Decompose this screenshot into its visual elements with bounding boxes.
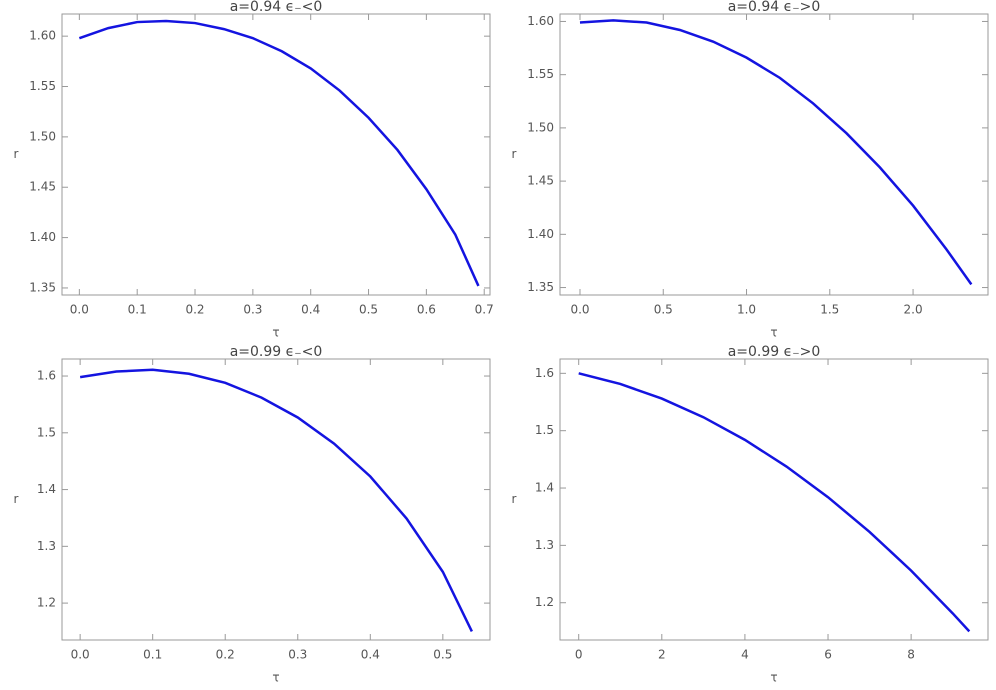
plot-frame: [61, 358, 491, 641]
x-tick-label: 0.4: [361, 648, 380, 662]
y-tick-label: 1.60: [29, 29, 56, 43]
y-tick-label: 1.3: [535, 538, 554, 552]
x-tick-label: 0.5: [654, 303, 673, 317]
chart-title: a=0.94 ϵ₋>0: [728, 0, 821, 15]
y-tick-label: 1.55: [29, 79, 56, 93]
y-axis-label: r: [512, 492, 517, 506]
chart-title: a=0.94 ϵ₋<0: [230, 0, 323, 15]
y-tick-label: 1.2: [37, 596, 56, 610]
y-tick-label: 1.5: [37, 425, 56, 439]
x-tick-label: 6: [824, 648, 832, 662]
y-axis-label: r: [14, 147, 19, 161]
y-tick-label: 1.45: [29, 180, 56, 194]
x-tick-label: 1.5: [820, 303, 839, 317]
x-axis-label: τ: [272, 671, 279, 685]
data-line: [79, 368, 473, 633]
x-tick-label: 0.3: [243, 303, 262, 317]
y-tick-label: 1.50: [527, 120, 554, 134]
x-tick-label: 0.5: [359, 303, 378, 317]
plot-frame: [61, 13, 491, 296]
x-axis-label: τ: [770, 671, 777, 685]
y-tick-label: 1.35: [29, 280, 56, 294]
y-tick-label: 1.45: [527, 174, 554, 188]
x-axis-label: τ: [770, 326, 777, 340]
x-tick-label: 0.7: [475, 303, 494, 317]
y-tick-label: 1.6: [535, 366, 554, 380]
x-tick-label: 1.0: [737, 303, 756, 317]
x-tick-label: 0.2: [216, 648, 235, 662]
y-tick-label: 1.50: [29, 129, 56, 143]
data-line: [579, 19, 973, 286]
x-tick-label: 0.2: [185, 303, 204, 317]
y-tick-label: 1.35: [527, 280, 554, 294]
x-tick-label: 0.4: [301, 303, 320, 317]
y-tick-label: 1.60: [527, 14, 554, 28]
x-tick-label: 0.1: [128, 303, 147, 317]
x-tick-label: 0.0: [70, 303, 89, 317]
y-tick-label: 1.55: [527, 67, 554, 81]
x-tick-label: 0.0: [71, 648, 90, 662]
x-tick-label: 8: [907, 648, 915, 662]
chart-title: a=0.99 ϵ₋<0: [230, 344, 323, 360]
plot-frame: [559, 13, 989, 296]
plot-frame: [559, 358, 989, 641]
x-tick-label: 0.6: [417, 303, 436, 317]
y-axis-label: r: [512, 147, 517, 161]
y-tick-label: 1.40: [527, 227, 554, 241]
y-tick-label: 1.4: [37, 482, 56, 496]
y-tick-label: 1.6: [37, 369, 56, 383]
x-tick-label: 0.1: [143, 648, 162, 662]
x-tick-label: 0: [575, 648, 583, 662]
x-tick-label: 4: [741, 648, 749, 662]
y-tick-label: 1.4: [535, 481, 554, 495]
chart-title: a=0.99 ϵ₋>0: [728, 344, 821, 360]
y-axis-label: r: [14, 492, 19, 506]
y-tick-label: 1.5: [535, 423, 554, 437]
x-axis-label: τ: [272, 326, 279, 340]
x-tick-label: 0.3: [288, 648, 307, 662]
x-tick-label: 0.5: [433, 648, 452, 662]
x-tick-label: 0.0: [570, 303, 589, 317]
data-line: [78, 19, 480, 287]
y-tick-label: 1.40: [29, 230, 56, 244]
data-line: [578, 372, 971, 633]
x-tick-label: 2.0: [904, 303, 923, 317]
y-tick-label: 1.2: [535, 595, 554, 609]
y-tick-label: 1.3: [37, 539, 56, 553]
x-tick-label: 2: [658, 648, 666, 662]
